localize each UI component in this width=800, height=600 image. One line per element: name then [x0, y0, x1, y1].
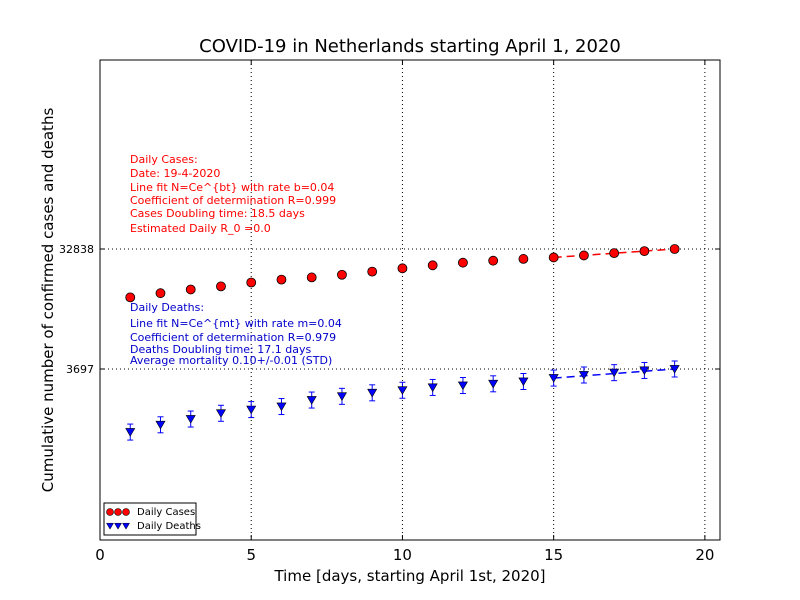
x-tick-label-20: 20 [695, 546, 714, 564]
deaths-point-4 [215, 409, 227, 418]
cases-point-5 [246, 277, 257, 288]
data-marks [125, 244, 680, 441]
deaths-point-6 [276, 402, 287, 412]
y-tick-label-3697: 3697 [66, 363, 94, 376]
cases-point-11 [427, 260, 438, 271]
cases-point-16 [579, 250, 589, 261]
legend-cases-label: Daily Cases [137, 507, 195, 518]
cases-point-10 [397, 263, 408, 274]
annotation-cases-line-1: Daily Cases: [130, 153, 198, 166]
legend-cases-dot-2 [114, 508, 122, 516]
annotation-cases-line-5: Cases Doubling time: 18.5 days [130, 207, 305, 220]
legend-deaths-tri-3 [122, 522, 130, 530]
chart-title: COVID-19 in Netherlands starting April 1… [199, 36, 621, 57]
deaths-point-10 [397, 386, 408, 395]
cases-point-8 [337, 269, 347, 280]
deaths-point-17 [609, 368, 620, 378]
fit-line-cases [553, 248, 675, 259]
annotation-deaths: Daily Deaths: Line fit N=Ce^{mt} with ra… [130, 301, 342, 367]
x-tick-label-5: 5 [246, 546, 256, 564]
annotation-deaths-line-3: Coefficient of determination R=0.979 [130, 331, 336, 344]
deaths-point-14 [518, 377, 529, 387]
cases-point-6 [276, 274, 287, 285]
cases-point-1 [125, 292, 136, 303]
y-axis-label: Cumulative number of confirmed cases and… [39, 108, 57, 493]
deaths-point-16 [578, 371, 589, 380]
cases-point-18 [639, 246, 650, 257]
x-tick-label-15: 15 [544, 546, 563, 564]
x-tick-label-10: 10 [393, 546, 412, 564]
deaths-point-2 [155, 420, 166, 430]
x-tick-label-0: 0 [95, 546, 105, 564]
deaths-point-18 [639, 366, 650, 376]
fit-lines [553, 248, 675, 379]
annotation-cases: Daily Cases: Date: 19-4-2020 Line fit N=… [130, 153, 336, 235]
cases-point-3 [185, 284, 196, 295]
legend-deaths-tri-1 [106, 522, 114, 530]
cases-point-15 [548, 252, 559, 263]
legend-deaths-label: Daily Deaths [137, 521, 201, 532]
x-axis-label: Time [days, starting April 1st, 2020] [273, 567, 545, 585]
deaths-point-3 [185, 415, 196, 424]
deaths-point-5 [246, 405, 257, 415]
annotation-cases-line-4: Coefficient of determination R=0.999 [130, 194, 336, 207]
annotation-deaths-line-5: Average mortality 0.10+/-0.01 (STD) [130, 354, 332, 367]
cases-point-14 [518, 254, 529, 264]
cases-point-12 [458, 257, 468, 268]
deaths-point-11 [427, 383, 438, 393]
annotation-cases-line-2: Date: 19-4-2020 [130, 167, 220, 180]
deaths-point-19 [669, 365, 680, 374]
plot-frame [99, 59, 721, 541]
plot-area [100, 60, 720, 540]
x-axis-ticks: 0 5 10 15 20 [95, 60, 714, 564]
annotation-cases-line-3: Line fit N=Ce^{bt} with rate b=0.04 [130, 181, 334, 194]
deaths-point-8 [336, 392, 347, 401]
annotation-deaths-line-1: Daily Deaths: [130, 301, 204, 314]
legend-deaths-tri-2 [114, 522, 122, 530]
legend-cases-dot-3 [122, 508, 130, 516]
deaths-point-1 [125, 428, 136, 437]
deaths-point-15 [548, 374, 559, 383]
legend: Daily Cases Daily Deaths [103, 502, 201, 536]
cases-point-9 [367, 266, 378, 277]
cases-point-19 [669, 244, 680, 254]
deaths-point-13 [488, 379, 499, 389]
annotation-cases-line-6: Estimated Daily R_0 =0.0 [130, 222, 271, 235]
cases-point-4 [216, 281, 226, 292]
y-tick-label-32838: 32838 [59, 243, 94, 256]
fit-line-deaths [553, 368, 675, 379]
cases-point-17 [609, 248, 620, 259]
y-axis-ticks: 32838 3697 [59, 243, 720, 376]
cases-point-2 [155, 288, 166, 299]
annotation-deaths-line-2: Line fit N=Ce^{mt} with rate m=0.04 [130, 317, 342, 330]
deaths-point-9 [367, 388, 378, 398]
legend-cases-marker [106, 508, 130, 516]
annotation-deaths-line-4: Deaths Doubling time: 17.1 days [130, 343, 311, 356]
cases-point-13 [488, 255, 499, 266]
legend-box [103, 502, 197, 536]
legend-deaths-marker [106, 522, 130, 530]
deaths-point-7 [306, 396, 317, 405]
deaths-point-12 [457, 381, 468, 391]
legend-cases-dot-1 [106, 508, 114, 516]
cases-point-7 [306, 272, 317, 283]
